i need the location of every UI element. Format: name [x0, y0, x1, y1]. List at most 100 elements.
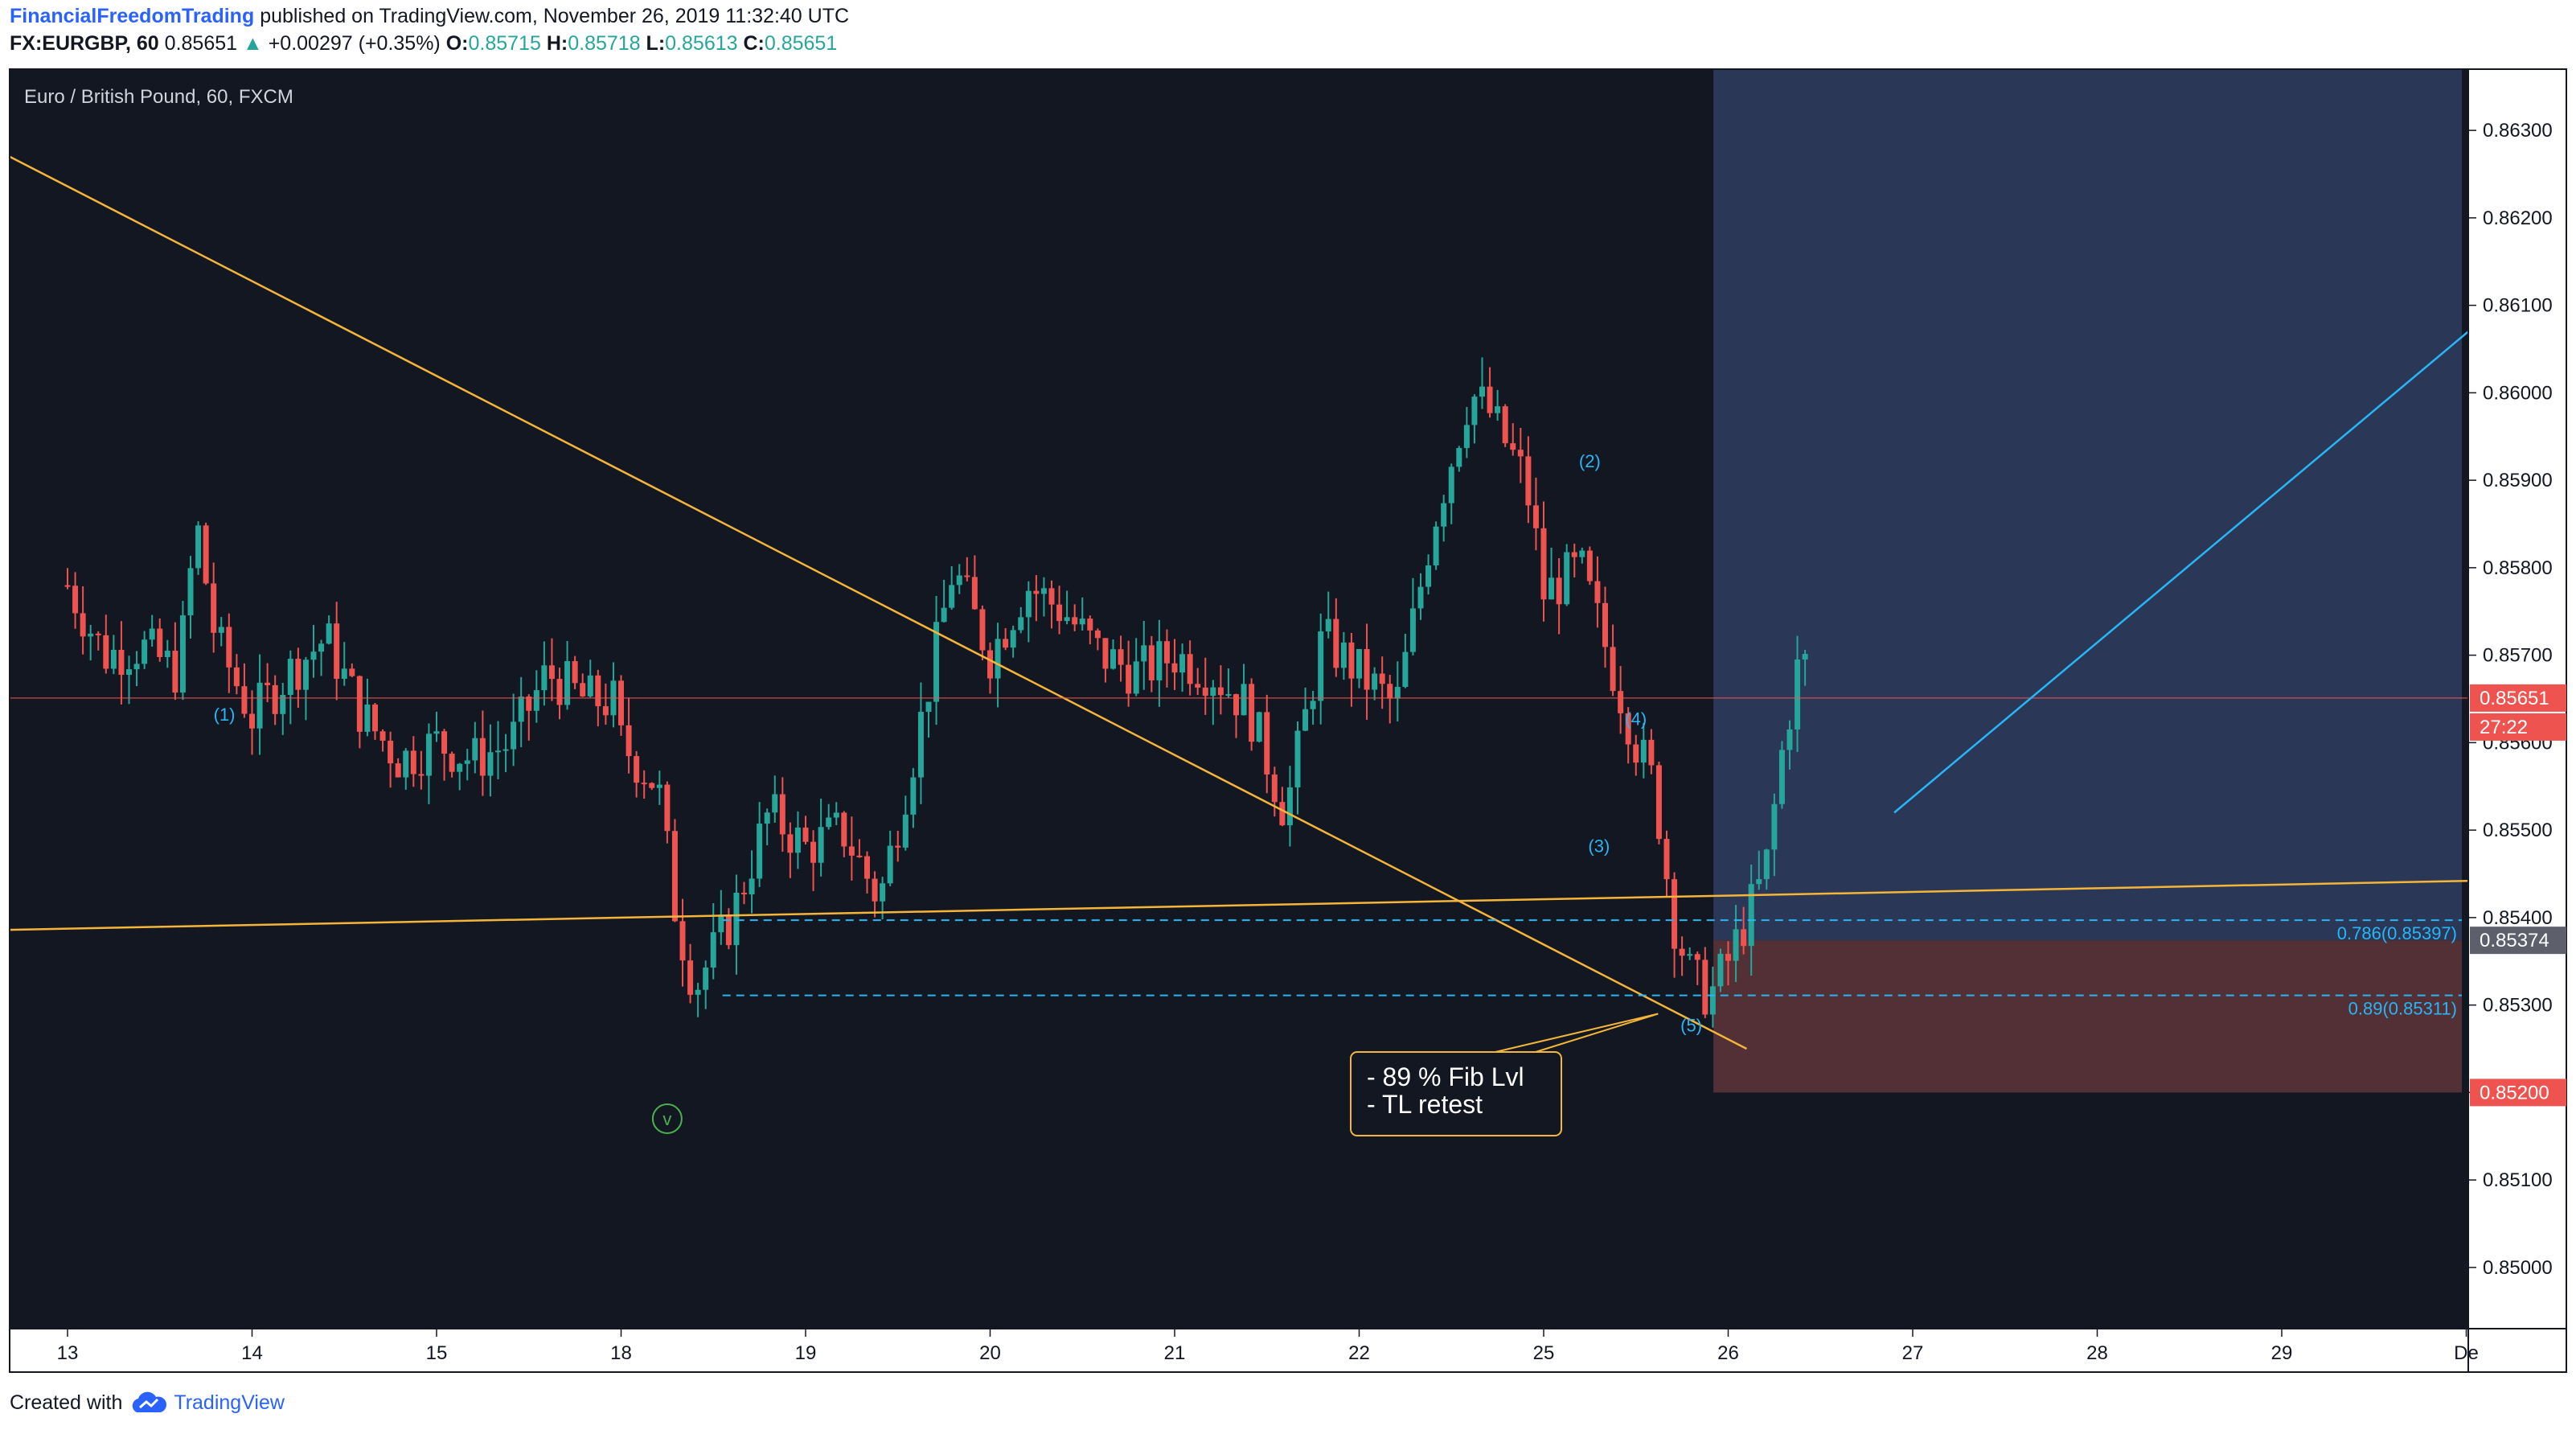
candle-body — [164, 651, 170, 657]
candle-body — [356, 676, 363, 732]
candle-body — [1525, 456, 1532, 506]
candle-body — [725, 914, 732, 946]
candle-body — [103, 635, 109, 669]
candle-body — [334, 623, 340, 679]
candle-body — [634, 756, 640, 783]
candle-body — [1394, 687, 1401, 699]
candle-body — [495, 750, 501, 753]
stop-zone — [1713, 940, 2462, 1093]
candle-body — [1064, 617, 1070, 622]
x-tick-label: 26 — [1717, 1342, 1739, 1364]
x-tick-label: 18 — [610, 1342, 632, 1364]
candle-body — [902, 814, 909, 848]
wave-label: (2) — [1579, 451, 1601, 471]
candle-body — [464, 760, 470, 764]
high-label: H: — [546, 32, 568, 55]
candle-body — [1187, 654, 1193, 684]
candle-body — [425, 733, 432, 776]
candle-body — [1056, 604, 1063, 622]
candle-body — [433, 731, 440, 734]
candle-body — [733, 892, 740, 946]
candle-body — [649, 783, 655, 788]
candle-body — [302, 660, 309, 690]
candle-body — [149, 628, 155, 640]
candle-body — [1625, 713, 1631, 745]
candle-body — [1156, 641, 1163, 680]
candle-body — [971, 577, 978, 610]
candle-body — [718, 914, 724, 933]
candle-body — [964, 575, 970, 577]
candle-body — [933, 622, 940, 702]
candle-body — [226, 627, 232, 668]
candle-body — [1487, 386, 1493, 413]
last-price: 0.85651 — [164, 32, 238, 55]
y-tick-label: 0.85100 — [2483, 1169, 2553, 1191]
candle-body — [1079, 618, 1085, 625]
candle-body — [856, 855, 863, 857]
candle-body — [949, 585, 955, 608]
candle-body — [1364, 649, 1370, 690]
candle-body — [310, 651, 317, 660]
candle-body — [1425, 565, 1432, 587]
candle-body — [1126, 664, 1132, 694]
y-tick-label: 0.85000 — [2483, 1257, 2553, 1279]
y-tick-label: 0.85400 — [2483, 907, 2553, 929]
fib-level-label: 0.89(0.85311) — [2348, 999, 2457, 1019]
candle-body — [326, 623, 332, 644]
stop-price-badge: 0.85200 — [2480, 1082, 2549, 1103]
candle-body — [1087, 618, 1093, 631]
candle-body — [272, 684, 278, 714]
candle-body — [1025, 590, 1032, 618]
candle-body — [1802, 654, 1808, 660]
candle-body — [1741, 929, 1747, 947]
open-label: O: — [445, 32, 469, 55]
candle-body — [1640, 739, 1647, 763]
candle-body — [1409, 608, 1416, 652]
current-price-badge: 0.85651 — [2480, 688, 2549, 709]
x-tick-label: 15 — [426, 1342, 448, 1364]
candle-body — [618, 680, 624, 725]
candle-body — [749, 878, 755, 894]
candle-body — [64, 585, 71, 587]
author-link[interactable]: FinancialFreedomTrading — [10, 5, 255, 27]
v-marker-label: v — [662, 1109, 671, 1129]
y-tick-label: 0.86100 — [2483, 295, 2553, 317]
candle-body — [1795, 660, 1801, 729]
candle-body — [395, 763, 401, 778]
time-axis-background — [10, 1329, 2566, 1372]
candle-body — [1786, 729, 1793, 750]
candle-body — [772, 794, 778, 813]
publish-info: FinancialFreedomTrading published on Tra… — [10, 5, 849, 28]
candle-body — [511, 721, 517, 750]
candle-body — [1687, 954, 1693, 956]
candle-body — [457, 763, 463, 772]
projection-line — [1893, 331, 2469, 814]
candle-body — [564, 661, 571, 705]
x-tick-label: 19 — [795, 1342, 817, 1364]
candle-body — [1202, 687, 1208, 697]
candle-body — [195, 525, 202, 569]
candle-body — [118, 649, 125, 675]
candle-body — [1294, 730, 1301, 788]
x-tick-label: 20 — [979, 1342, 1001, 1364]
candle-body — [541, 665, 548, 691]
candle-body — [388, 740, 394, 764]
candle-body — [1778, 750, 1785, 804]
candle-body — [1094, 630, 1101, 639]
candle-body — [1610, 647, 1616, 692]
candle-body — [1594, 581, 1601, 603]
candle-body — [1763, 849, 1770, 880]
candle-body — [349, 668, 355, 676]
candle-body — [449, 754, 455, 772]
countdown-badge-bg — [2470, 713, 2566, 741]
candle-body — [1318, 631, 1324, 701]
candle-body — [1717, 953, 1724, 987]
candle-body — [1256, 712, 1262, 742]
candle-body — [218, 627, 224, 633]
wave-label: (1) — [214, 705, 236, 725]
tradingview-brand-link[interactable]: TradingView — [174, 1391, 285, 1414]
published-text: published on TradingView.com, November 2… — [260, 5, 850, 27]
x-tick-label: 28 — [2086, 1342, 2108, 1364]
candle-body — [211, 583, 217, 633]
